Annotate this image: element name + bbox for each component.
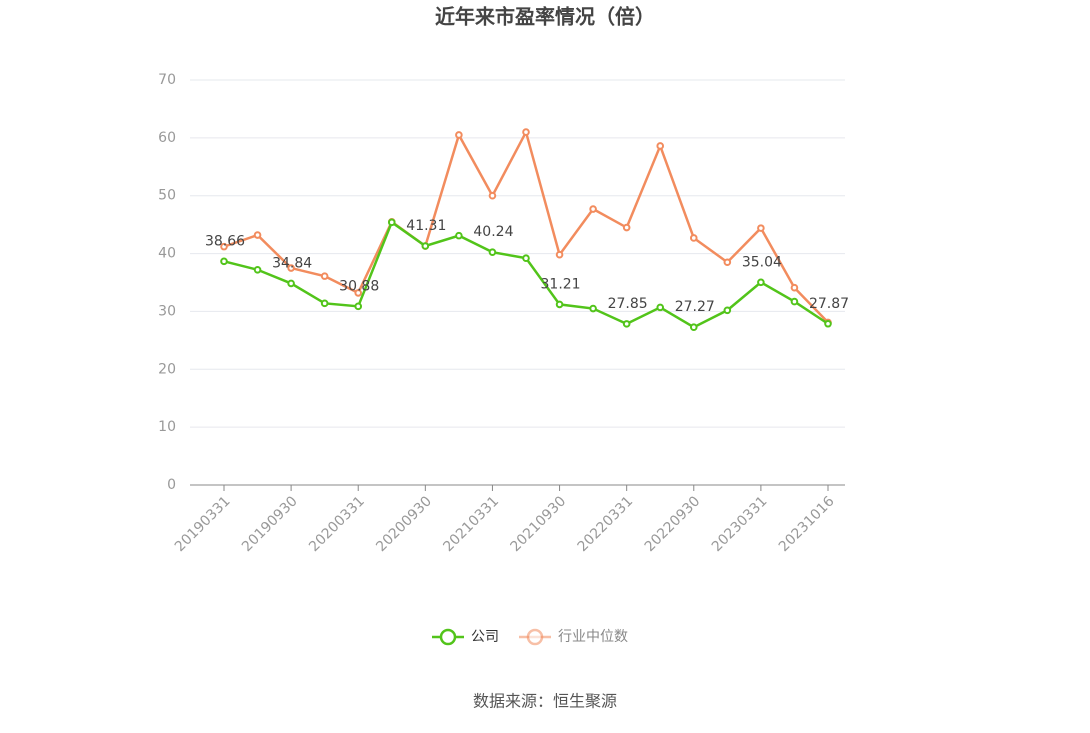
- y-tick-label: 0: [167, 477, 176, 493]
- source: 数据来源：恒生聚源: [473, 692, 617, 711]
- data-label: 27.27: [675, 299, 715, 315]
- data-label: 40.24: [473, 224, 513, 240]
- data-label: 27.87: [809, 296, 849, 312]
- x-tick-label: 20210930: [508, 493, 570, 555]
- point: [253, 231, 262, 239]
- x-tick-label: 20231016: [776, 493, 838, 555]
- point: [723, 258, 732, 267]
- data-label: 34.84: [272, 255, 312, 271]
- y-tick-label: 60: [158, 130, 176, 146]
- point: [622, 223, 631, 232]
- point: [522, 254, 530, 263]
- point: [287, 264, 295, 272]
- y-tick-label: 20: [158, 361, 176, 377]
- point: [689, 323, 698, 332]
- y-tick-label: 70: [158, 72, 176, 88]
- x-tick-label: 20190930: [239, 493, 301, 555]
- y-tick-label: 50: [158, 188, 176, 204]
- legend-label: 公司: [471, 629, 499, 645]
- point: [723, 306, 732, 315]
- point: [488, 248, 497, 256]
- point: [220, 257, 228, 266]
- point: [455, 231, 463, 240]
- data-label: 31.21: [541, 276, 581, 292]
- point: [253, 265, 262, 274]
- y-tick-label: 40: [158, 246, 176, 262]
- x-tick-label: 20220930: [642, 493, 704, 555]
- x-tick-label: 20200930: [373, 493, 435, 555]
- point: [622, 320, 631, 328]
- x-tick-label: 20220331: [575, 493, 637, 555]
- data-label: 30.88: [339, 278, 379, 294]
- data-label: 27.85: [608, 296, 648, 312]
- legend-marker: [526, 628, 544, 646]
- legend-label: 行业中位数: [558, 629, 628, 645]
- point: [757, 278, 765, 287]
- series-line: [223, 128, 829, 324]
- point: [790, 283, 799, 292]
- point: [488, 191, 497, 200]
- legend-marker: [439, 628, 457, 646]
- point: [589, 304, 597, 313]
- point: [522, 128, 530, 136]
- x-tick-label: 20230331: [709, 493, 771, 555]
- point: [455, 131, 463, 139]
- data-label: 38.66: [205, 233, 245, 249]
- point: [387, 218, 396, 227]
- point: [689, 234, 698, 242]
- point: [555, 300, 564, 309]
- point: [354, 302, 363, 311]
- point: [757, 224, 765, 232]
- point: [320, 299, 329, 308]
- data-label: 41.31: [406, 218, 446, 234]
- y-tick-label: 30: [158, 303, 176, 319]
- point: [354, 289, 363, 297]
- point: [656, 142, 665, 150]
- point: [421, 242, 430, 250]
- point: [824, 319, 832, 328]
- x-tick-label: 20190331: [172, 493, 234, 555]
- x-tick-label: 20200331: [306, 493, 368, 555]
- x-tick-label: 20210331: [440, 493, 502, 555]
- point: [589, 205, 597, 213]
- point: [220, 242, 228, 251]
- y-tick-label: 10: [158, 419, 176, 435]
- point: [320, 272, 329, 280]
- point: [790, 297, 799, 306]
- point: [287, 279, 295, 288]
- chart-title: 近年来市盈率情况（倍）: [435, 5, 655, 29]
- point: [656, 303, 665, 312]
- data-label: 35.04: [742, 254, 782, 270]
- point: [555, 250, 564, 259]
